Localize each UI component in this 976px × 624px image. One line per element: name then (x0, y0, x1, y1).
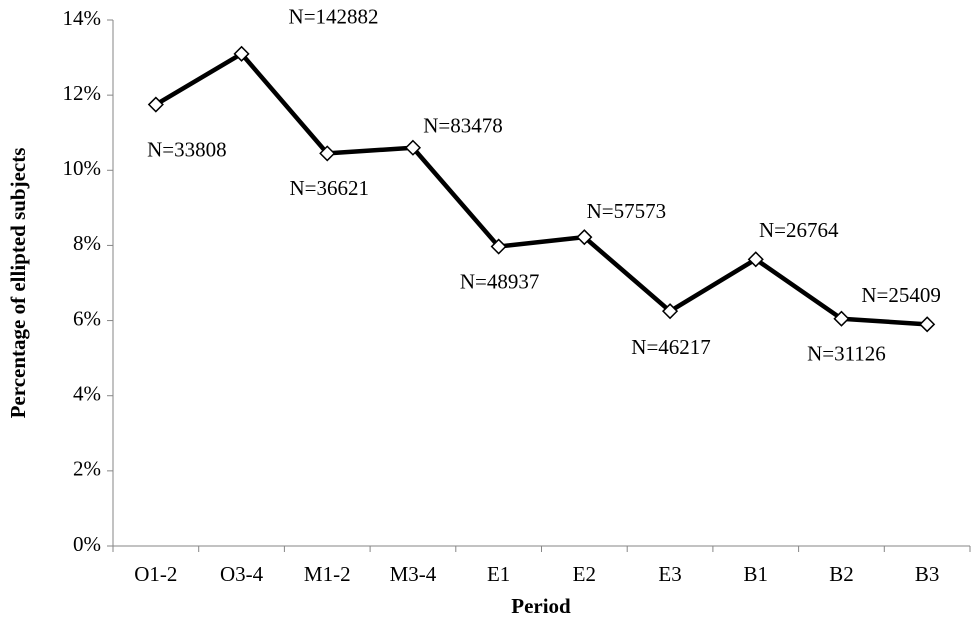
y-axis-title: Percentage of ellipted subjects (6, 148, 30, 419)
y-tick-label: 12% (63, 81, 102, 105)
x-tick-label: E1 (487, 562, 510, 586)
marker (747, 251, 764, 268)
annotation: N=46217 (631, 335, 711, 359)
marker (404, 139, 422, 156)
y-tick-label: 2% (73, 457, 101, 481)
annotation: N=142882 (289, 5, 379, 29)
x-tick-label: B1 (743, 562, 768, 586)
annotation: N=57573 (587, 199, 667, 223)
x-tick-label: O1-2 (134, 562, 177, 586)
line (154, 51, 928, 327)
annotation: N=48937 (460, 269, 540, 293)
y-tick-label: 14% (63, 6, 102, 30)
marker (919, 316, 936, 333)
annotation: N=26764 (759, 218, 839, 242)
annotation: N=83478 (423, 114, 503, 138)
x-axis-title: Period (511, 594, 571, 618)
x-tick-label: B3 (915, 562, 940, 586)
annotation: N=36621 (289, 176, 369, 200)
marker (319, 145, 336, 162)
annotation: N=25409 (861, 283, 941, 307)
x-tick-label: O3-4 (220, 562, 264, 586)
y-tick-label: 0% (73, 532, 101, 556)
marker (233, 45, 250, 62)
marker (147, 96, 164, 113)
y-tick-label: 4% (73, 382, 101, 406)
marker (833, 310, 850, 327)
x-tick-label: E2 (573, 562, 596, 586)
x-tick-label: E3 (658, 562, 681, 586)
marker (661, 303, 679, 320)
x-tick-label: M1-2 (304, 562, 351, 586)
y-tick-label: 8% (73, 231, 101, 255)
marker (576, 229, 593, 246)
annotation: N=31126 (807, 342, 886, 366)
y-tick-label: 6% (73, 306, 101, 330)
y-tick-label: 10% (63, 156, 102, 180)
marker (490, 238, 507, 255)
x-tick-label: M3-4 (390, 562, 437, 586)
annotation: N=33808 (147, 137, 227, 161)
x-tick-label: B2 (829, 562, 854, 586)
